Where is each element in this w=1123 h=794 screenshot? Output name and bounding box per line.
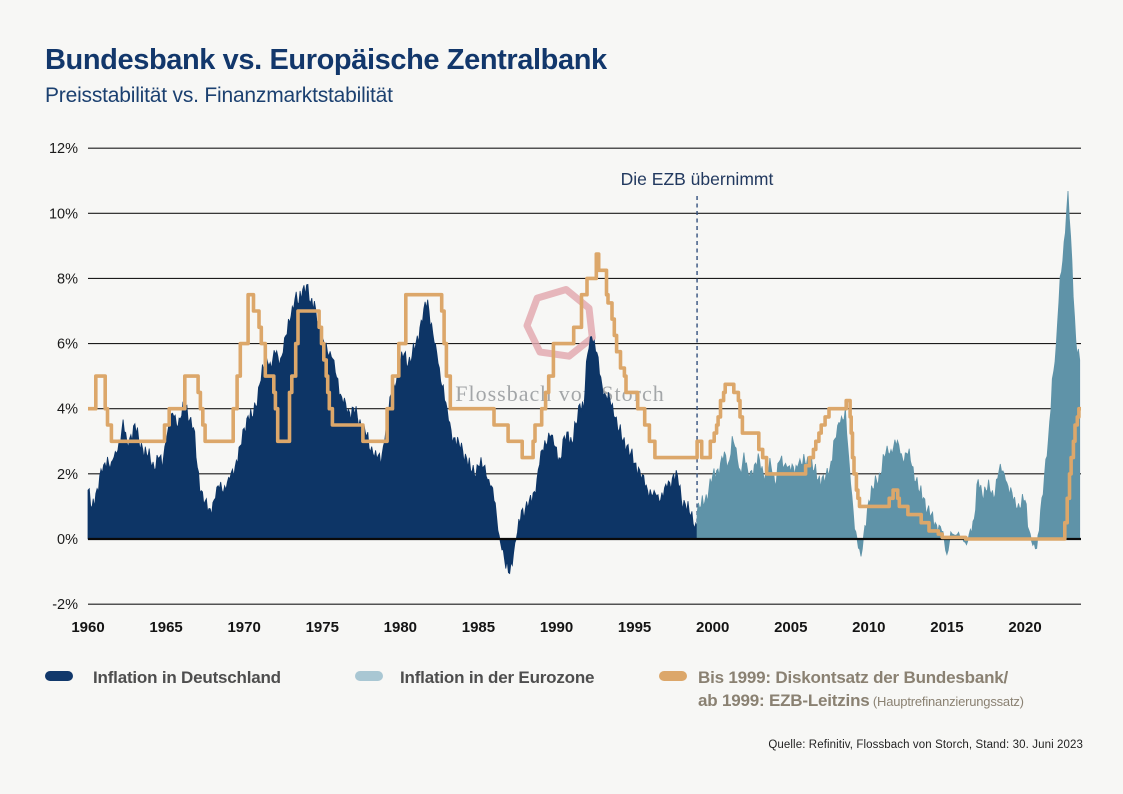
legend-text-policy-rate: Bis 1999: Diskontsatz der Bundesbank/ ab…	[698, 666, 1024, 713]
x-tick-label-2000: 2000	[696, 619, 729, 636]
x-tick-label-2015: 2015	[930, 619, 963, 636]
page-title: Bundesbank vs. Europäische Zentralbank	[45, 44, 607, 76]
page-subtitle: Preisstabilität vs. Finanzmarktstabilitä…	[45, 84, 393, 107]
y-tick-label-6: 6%	[57, 337, 78, 353]
legend-label-policy-rate-line1: Bis 1999: Diskontsatz der Bundesbank/	[698, 668, 1009, 687]
legend-note-policy-rate: (Hauptrefinanzierungssatz)	[869, 694, 1024, 709]
area-inflation-eurozone	[696, 190, 1081, 557]
x-tick-label-2005: 2005	[774, 619, 807, 636]
y-tick-label-10: 10%	[49, 206, 78, 222]
x-tick-label-1965: 1965	[149, 619, 182, 636]
y-tick-label-0: 0%	[57, 532, 78, 548]
y-tick-label-8: 8%	[57, 271, 78, 287]
y-tick-label-12: 12%	[49, 141, 78, 157]
legend-swatch-policy-rate	[659, 671, 687, 681]
y-tick-label--2: -2%	[52, 597, 78, 613]
x-tick-label-2020: 2020	[1008, 619, 1041, 636]
x-tick-label-1975: 1975	[306, 619, 339, 636]
y-tick-label-2: 2%	[57, 467, 78, 483]
legend-swatch-deutschland	[45, 671, 73, 681]
source-note: Quelle: Refinitiv, Flossbach von Storch,…	[768, 739, 1083, 751]
legend-label-eurozone: Inflation in der Eurozone	[400, 668, 595, 687]
legend-item-policy-rate: Bis 1999: Diskontsatz der Bundesbank/ ab…	[659, 666, 1024, 713]
legend-label-deutschland: Inflation in Deutschland	[93, 668, 281, 687]
policy-rate-line	[88, 252, 1081, 541]
x-tick-label-1960: 1960	[71, 619, 104, 636]
legend-item-inflation-deutschland: Inflation in Deutschland	[45, 666, 281, 689]
ezb-annotation-label: Die EZB übernimmt	[620, 169, 774, 189]
y-tick-label-4: 4%	[57, 402, 78, 418]
x-tick-label-1995: 1995	[618, 619, 651, 636]
x-tick-label-1970: 1970	[227, 619, 260, 636]
area-inflation-deutschland	[87, 283, 698, 575]
x-tick-label-1990: 1990	[540, 619, 573, 636]
x-tick-label-1980: 1980	[384, 619, 417, 636]
x-tick-label-1985: 1985	[462, 619, 495, 636]
x-tick-label-2010: 2010	[852, 619, 885, 636]
legend-label-policy-rate-line2: ab 1999: EZB-Leitzins (Hauptrefinanzieru…	[698, 691, 1024, 710]
legend-item-inflation-eurozone: Inflation in der Eurozone	[355, 666, 594, 689]
legend-swatch-eurozone	[355, 671, 383, 681]
